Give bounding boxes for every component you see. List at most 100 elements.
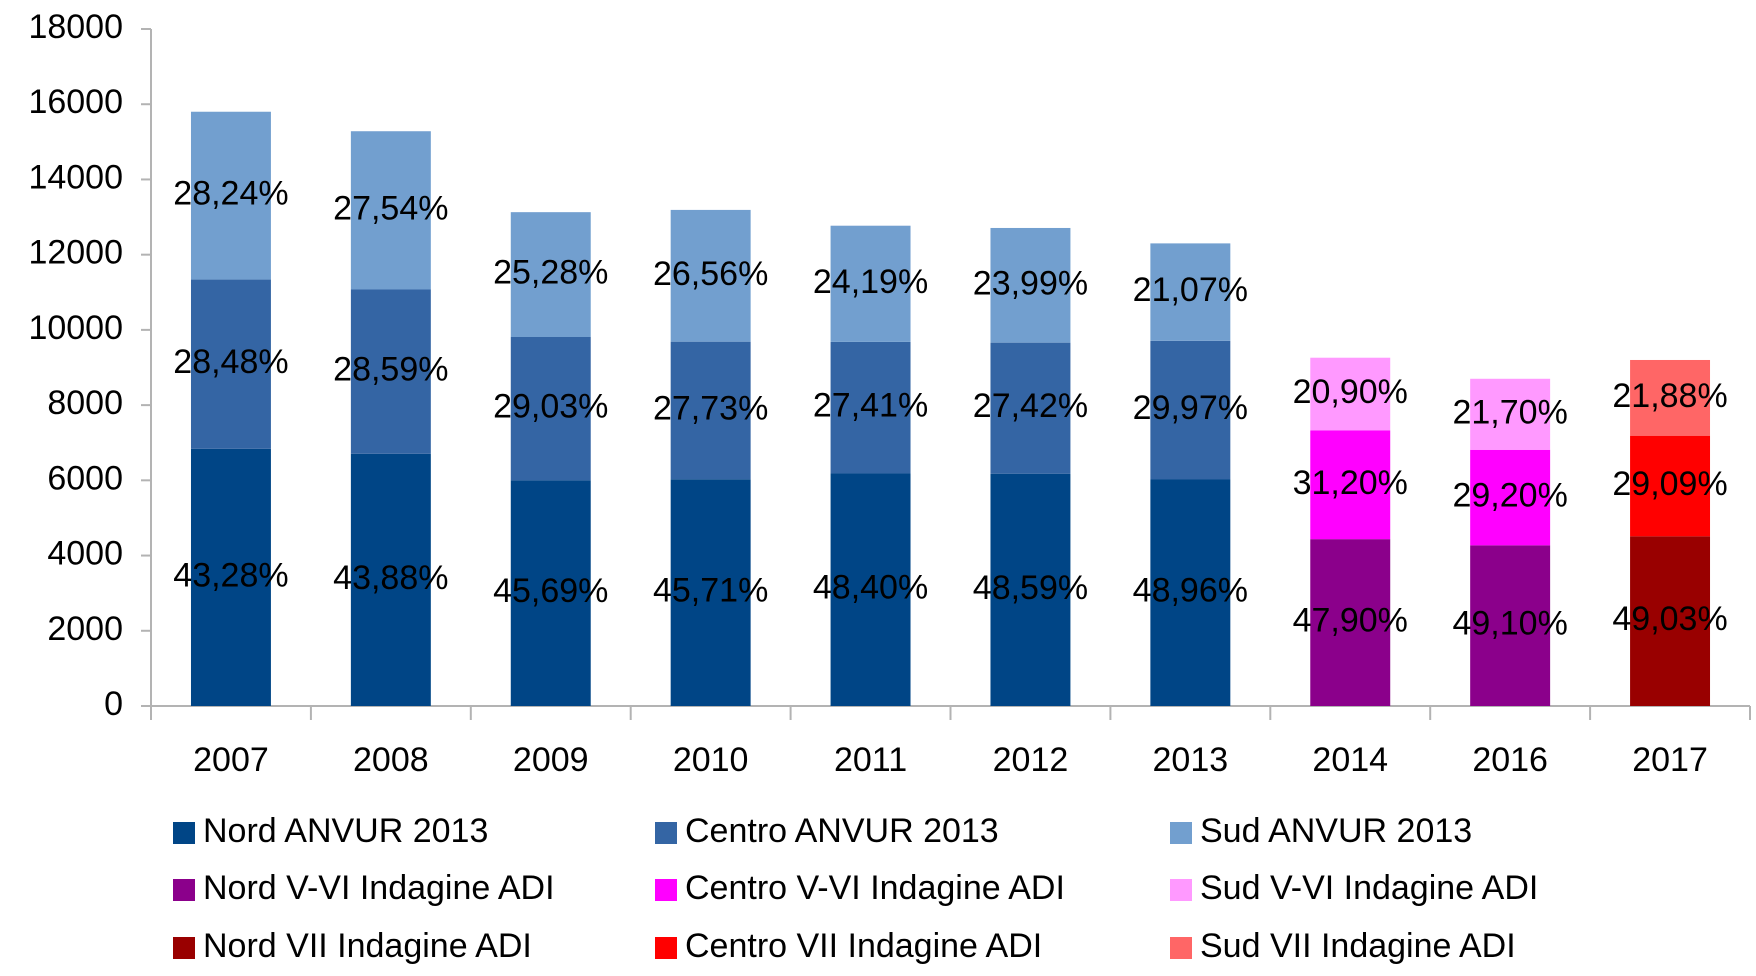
data-label: 31,20% [1293, 464, 1408, 502]
bar-segment [1630, 536, 1711, 706]
bar-segment [670, 341, 751, 480]
data-label: 45,71% [653, 572, 768, 610]
data-label: 28,24% [173, 175, 288, 213]
bar-segment [830, 473, 911, 706]
legend-swatch [1170, 937, 1192, 959]
data-label: 43,88% [333, 559, 448, 597]
y-tick-label: 4000 [47, 535, 123, 573]
bar-segment [1630, 435, 1711, 537]
data-label: 49,03% [1612, 600, 1727, 638]
y-tick-label: 16000 [28, 83, 123, 121]
bar-segment [190, 279, 271, 449]
x-tick-label: 2009 [513, 741, 589, 779]
legend-label: Sud V-VI Indagine ADI [1200, 869, 1538, 907]
legend-label: Centro VII Indagine ADI [685, 927, 1042, 965]
bar-segment [190, 448, 271, 706]
data-label: 47,90% [1293, 602, 1408, 640]
legend-swatch [1170, 879, 1192, 901]
data-label: 27,54% [333, 189, 448, 227]
data-label: 21,07% [1133, 271, 1248, 309]
x-tick-label: 2012 [993, 741, 1069, 779]
legend-label: Sud VII Indagine ADI [1200, 927, 1516, 965]
data-label: 26,56% [653, 255, 768, 293]
x-tick-label: 2013 [1153, 741, 1229, 779]
legend-swatch [655, 879, 677, 901]
x-tick-label: 2011 [834, 741, 907, 779]
legend-swatch [655, 937, 677, 959]
data-label: 28,59% [333, 351, 448, 389]
bar-segment [1150, 243, 1231, 341]
x-tick-label: 2016 [1472, 741, 1548, 779]
data-label: 43,28% [173, 556, 288, 594]
y-tick-label: 2000 [47, 610, 123, 648]
bar-segment [1470, 449, 1551, 546]
bar-segment [1310, 430, 1391, 540]
bar-segment [670, 209, 751, 342]
x-tick-label: 2008 [353, 741, 429, 779]
x-tick-label: 2014 [1312, 741, 1388, 779]
data-label: 29,20% [1452, 477, 1567, 515]
x-tick-label: 2007 [193, 741, 269, 779]
data-label: 45,69% [493, 572, 608, 610]
bar-segment [1470, 545, 1551, 706]
data-label: 23,99% [973, 264, 1088, 302]
data-label: 29,09% [1612, 465, 1727, 503]
legend-swatch [173, 822, 195, 844]
bar-segment [510, 480, 591, 706]
bar-segment [510, 212, 591, 337]
bar-segment [990, 342, 1071, 474]
legend-label: Nord VII Indagine ADI [203, 927, 532, 965]
bar-segment [830, 341, 911, 474]
y-tick-label: 8000 [47, 384, 123, 422]
legend-swatch [173, 937, 195, 959]
bar-segment [990, 227, 1071, 343]
data-label: 48,96% [1133, 572, 1248, 610]
data-label: 25,28% [493, 254, 608, 292]
legend-swatch [655, 822, 677, 844]
y-tick-label: 10000 [28, 309, 123, 347]
y-tick-label: 18000 [28, 8, 123, 46]
y-tick-label: 6000 [47, 459, 123, 497]
legend-label: Centro V-VI Indagine ADI [685, 869, 1065, 907]
data-label: 21,70% [1452, 393, 1567, 431]
bar-segment [190, 111, 271, 280]
bar-segment [1470, 378, 1551, 450]
data-label: 21,88% [1612, 377, 1727, 415]
y-tick-label: 14000 [28, 158, 123, 196]
bar-segment [510, 336, 591, 481]
bar-segment [1630, 359, 1711, 436]
bar-segment [830, 225, 911, 342]
data-label: 49,10% [1452, 605, 1567, 643]
data-label: 27,42% [973, 387, 1088, 425]
data-label: 27,73% [653, 389, 768, 427]
data-label: 48,40% [813, 569, 928, 607]
legend-swatch [173, 879, 195, 901]
legend-swatch [1170, 822, 1192, 844]
data-label: 29,97% [1133, 389, 1248, 427]
bar-segment [350, 131, 431, 290]
y-tick-label: 0 [104, 685, 123, 723]
x-tick-label: 2010 [673, 741, 749, 779]
data-label: 28,48% [173, 343, 288, 381]
y-tick-label: 12000 [28, 234, 123, 272]
legend-label: Nord V-VI Indagine ADI [203, 869, 555, 907]
bar-segment [1150, 479, 1231, 706]
bar-segment [670, 479, 751, 706]
legend-label: Centro ANVUR 2013 [685, 812, 999, 850]
legend-label: Nord ANVUR 2013 [203, 812, 488, 850]
data-label: 24,19% [813, 263, 928, 301]
data-label: 20,90% [1293, 373, 1408, 411]
data-label: 48,59% [973, 569, 1088, 607]
bar-segment [350, 289, 431, 454]
bar-segment [1310, 539, 1391, 706]
data-label: 27,41% [813, 387, 928, 425]
bar-segment [350, 453, 431, 706]
bar-segment [1150, 340, 1231, 480]
legend-label: Sud ANVUR 2013 [1200, 812, 1472, 850]
bar-segment [990, 473, 1071, 706]
bar-segment [1310, 357, 1391, 431]
x-tick-label: 2017 [1632, 741, 1708, 779]
data-label: 29,03% [493, 388, 608, 426]
